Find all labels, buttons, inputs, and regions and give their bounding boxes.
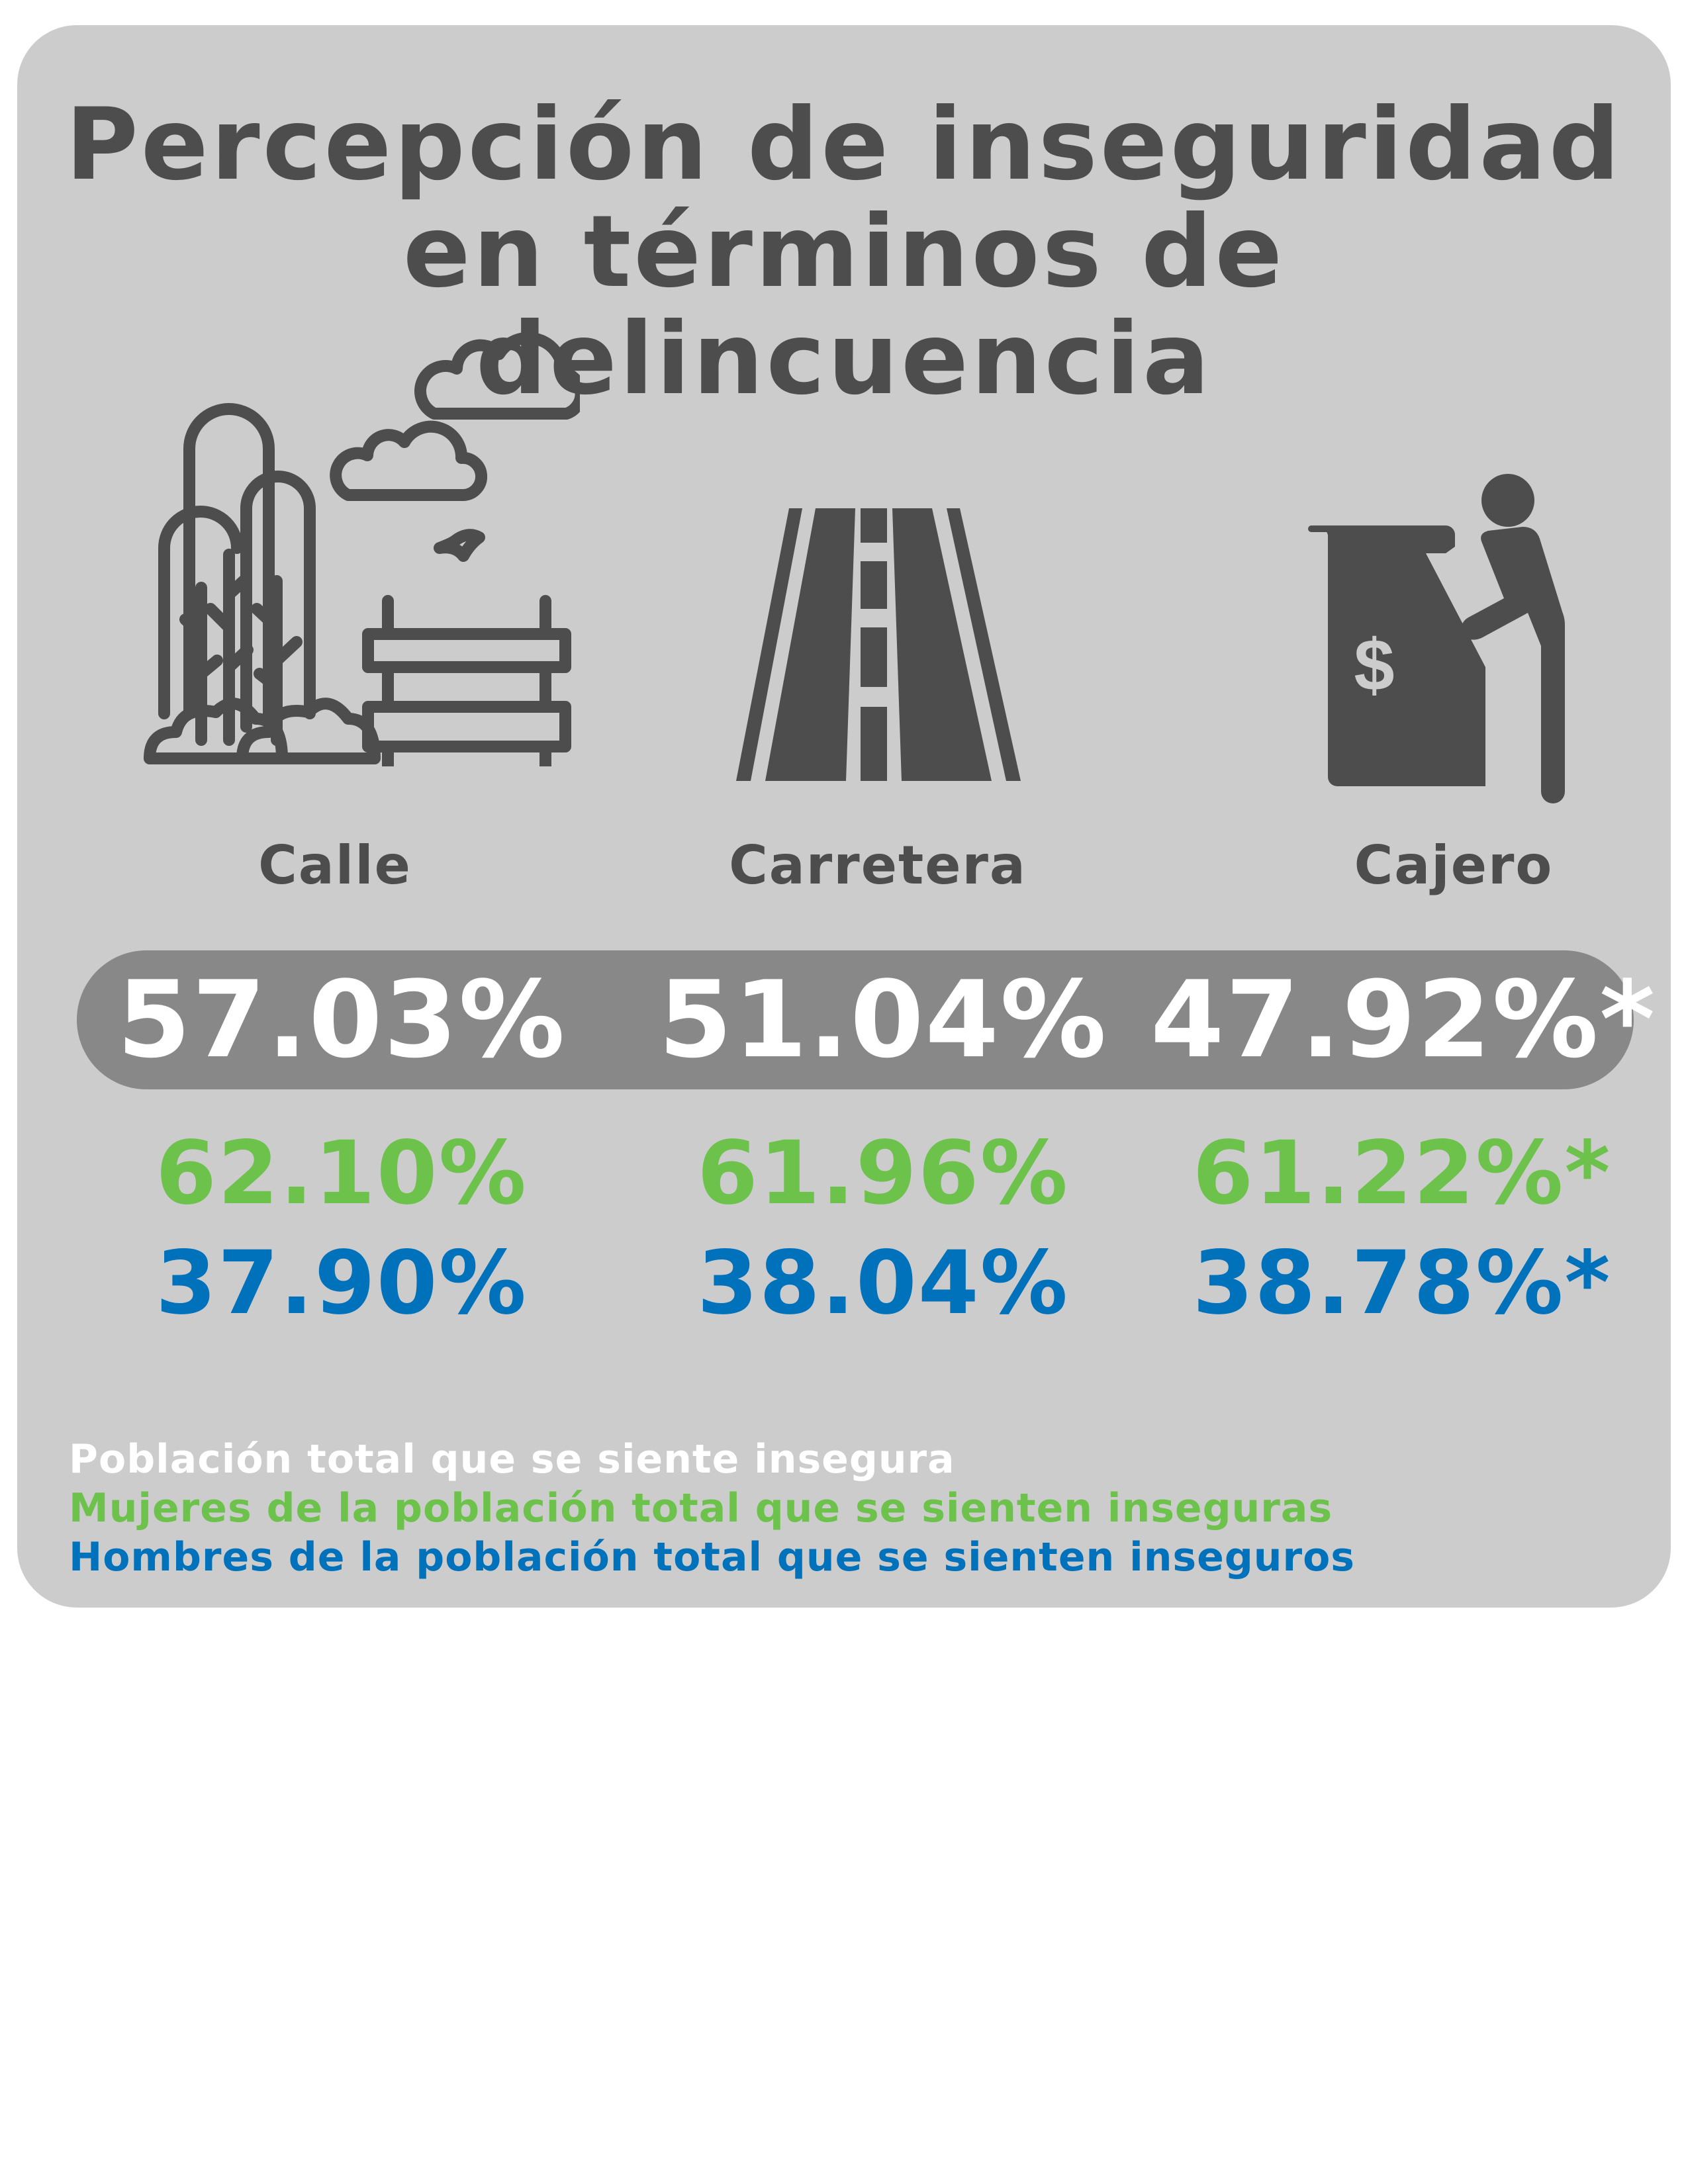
total-values-band (77, 950, 1634, 1089)
park-bench-trees-icon (123, 316, 580, 766)
legend: Población total que se siente insegura M… (69, 1435, 1355, 1582)
total-value-carretera: 51.04% (658, 958, 1108, 1081)
infographic-card: Percepción de inseguridad en términos de… (17, 25, 1671, 1608)
women-value-cajero: 61.22%* (1192, 1122, 1612, 1224)
road-icon (736, 508, 1021, 786)
men-value-carretera: 38.04% (697, 1232, 1069, 1334)
women-value-carretera: 61.96% (697, 1122, 1069, 1224)
men-value-calle: 37.90% (156, 1232, 528, 1334)
category-label-calle: Calle (258, 835, 412, 896)
category-label-carretera: Carretera (729, 835, 1027, 896)
category-label-cajero: Cajero (1354, 835, 1554, 896)
page-title: Percepción de inseguridad en términos de… (17, 91, 1671, 413)
legend-total: Población total que se siente insegura (69, 1436, 955, 1482)
legend-men: Hombres de la población total que se sie… (69, 1534, 1356, 1580)
svg-text:$: $ (1354, 625, 1394, 706)
legend-women: Mujeres de la población total que se sie… (69, 1485, 1333, 1531)
women-value-calle: 62.10% (156, 1122, 528, 1224)
total-value-cajero: 47.92%* (1150, 958, 1657, 1081)
atm-person-icon: $ (1308, 469, 1573, 813)
total-value-calle: 57.03% (117, 958, 567, 1081)
title-line-2: en términos de delincuencia (402, 195, 1286, 417)
title-line-1: Percepción de inseguridad (65, 87, 1623, 203)
men-value-cajero: 38.78%* (1192, 1232, 1612, 1334)
